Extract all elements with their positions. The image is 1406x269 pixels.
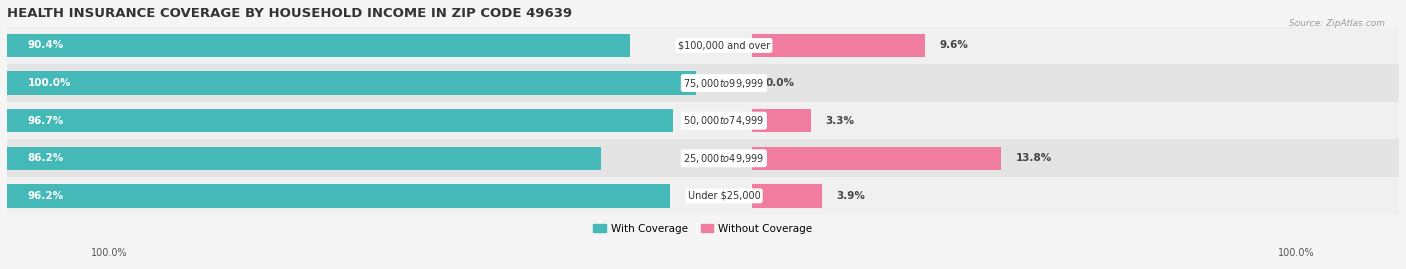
Bar	[752, 184, 823, 207]
Bar	[7, 184, 669, 207]
Text: Source: ZipAtlas.com: Source: ZipAtlas.com	[1289, 19, 1385, 28]
Text: 13.8%: 13.8%	[1015, 153, 1052, 163]
Bar	[7, 64, 1399, 102]
Text: Under $25,000: Under $25,000	[688, 191, 761, 201]
Text: 96.2%: 96.2%	[28, 191, 63, 201]
Bar	[7, 27, 1399, 64]
Text: 0.0%: 0.0%	[766, 78, 794, 88]
Bar	[752, 147, 1001, 170]
Text: 3.3%: 3.3%	[825, 116, 855, 126]
Text: 3.9%: 3.9%	[837, 191, 865, 201]
Text: 96.7%: 96.7%	[28, 116, 65, 126]
Text: 90.4%: 90.4%	[28, 40, 65, 51]
Text: HEALTH INSURANCE COVERAGE BY HOUSEHOLD INCOME IN ZIP CODE 49639: HEALTH INSURANCE COVERAGE BY HOUSEHOLD I…	[7, 7, 572, 20]
Bar	[7, 109, 673, 132]
Text: 100.0%: 100.0%	[28, 78, 72, 88]
Bar	[7, 34, 630, 57]
Bar	[7, 177, 1399, 215]
Bar	[7, 147, 600, 170]
Bar	[752, 34, 925, 57]
Text: $75,000 to $99,999: $75,000 to $99,999	[683, 77, 765, 90]
Text: 86.2%: 86.2%	[28, 153, 65, 163]
Bar	[7, 71, 696, 95]
Bar	[7, 102, 1399, 139]
Text: $50,000 to $74,999: $50,000 to $74,999	[683, 114, 765, 127]
Text: 100.0%: 100.0%	[91, 248, 128, 258]
Bar	[752, 109, 811, 132]
Text: 100.0%: 100.0%	[1278, 248, 1315, 258]
Bar	[7, 139, 1399, 177]
Text: $25,000 to $49,999: $25,000 to $49,999	[683, 152, 765, 165]
Legend: With Coverage, Without Coverage: With Coverage, Without Coverage	[589, 219, 817, 238]
Text: 9.6%: 9.6%	[939, 40, 969, 51]
Text: $100,000 and over: $100,000 and over	[678, 40, 770, 51]
